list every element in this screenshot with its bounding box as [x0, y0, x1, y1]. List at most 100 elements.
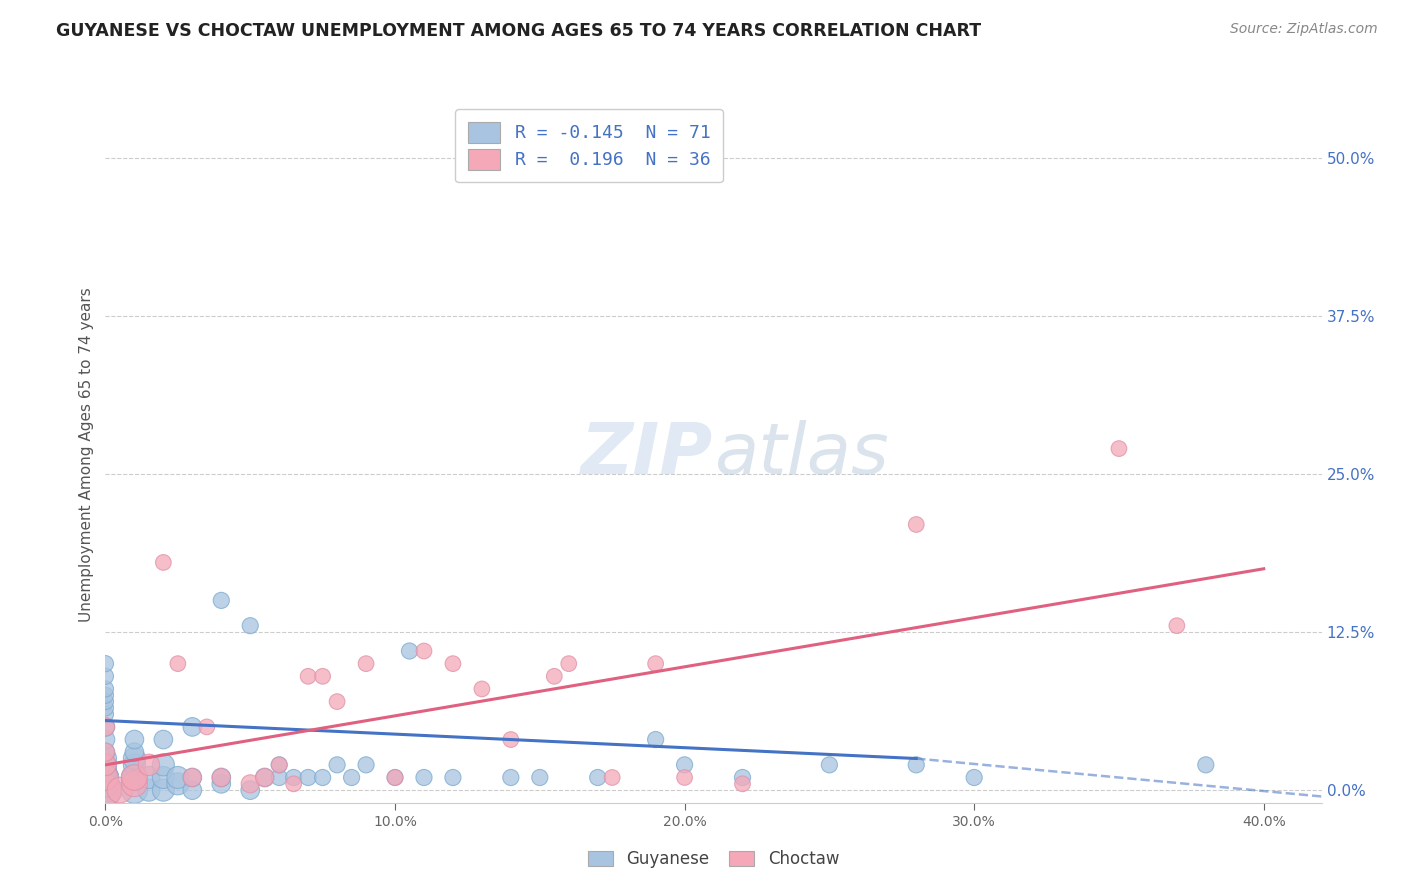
Point: [94, 783, 117, 797]
Point: [152, 556, 174, 570]
Point: [124, 745, 146, 759]
Point: [152, 783, 174, 797]
Point: [94, 657, 117, 671]
Point: [269, 757, 291, 772]
Point: [326, 695, 349, 709]
Point: [108, 783, 131, 797]
Point: [311, 771, 333, 785]
Point: [138, 783, 160, 797]
Point: [818, 757, 841, 772]
Point: [94, 707, 117, 722]
Point: [94, 669, 117, 683]
Point: [124, 771, 146, 785]
Point: [94, 783, 117, 797]
Point: [152, 757, 174, 772]
Point: [283, 777, 305, 791]
Y-axis label: Unemployment Among Ages 65 to 74 years: Unemployment Among Ages 65 to 74 years: [79, 287, 94, 623]
Point: [499, 771, 522, 785]
Point: [94, 732, 117, 747]
Point: [384, 771, 406, 785]
Point: [543, 669, 565, 683]
Point: [94, 701, 117, 715]
Point: [354, 757, 377, 772]
Point: [152, 732, 174, 747]
Point: [94, 783, 117, 797]
Point: [239, 618, 262, 632]
Text: GUYANESE VS CHOCTAW UNEMPLOYMENT AMONG AGES 65 TO 74 YEARS CORRELATION CHART: GUYANESE VS CHOCTAW UNEMPLOYMENT AMONG A…: [56, 22, 981, 40]
Point: [94, 757, 117, 772]
Point: [94, 771, 117, 785]
Point: [94, 764, 117, 779]
Point: [94, 783, 117, 797]
Point: [326, 757, 349, 772]
Point: [94, 720, 117, 734]
Legend: Guyanese, Choctaw: Guyanese, Choctaw: [581, 843, 846, 874]
Point: [209, 593, 232, 607]
Point: [166, 777, 188, 791]
Point: [94, 777, 117, 791]
Point: [124, 757, 146, 772]
Point: [558, 657, 581, 671]
Point: [529, 771, 551, 785]
Point: [586, 771, 609, 785]
Point: [94, 745, 117, 759]
Point: [138, 757, 160, 772]
Point: [239, 783, 262, 797]
Point: [94, 771, 117, 785]
Text: ZIP: ZIP: [581, 420, 713, 490]
Point: [124, 751, 146, 765]
Point: [644, 732, 666, 747]
Point: [905, 517, 928, 532]
Point: [124, 771, 146, 785]
Point: [269, 771, 291, 785]
Point: [94, 745, 117, 759]
Point: [239, 777, 262, 791]
Point: [166, 771, 188, 785]
Point: [181, 771, 204, 785]
Point: [152, 771, 174, 785]
Point: [297, 669, 319, 683]
Point: [1108, 442, 1130, 456]
Point: [253, 771, 276, 785]
Point: [181, 771, 204, 785]
Point: [354, 657, 377, 671]
Point: [413, 771, 436, 785]
Point: [311, 669, 333, 683]
Point: [94, 771, 117, 785]
Point: [94, 764, 117, 779]
Point: [124, 732, 146, 747]
Point: [1166, 618, 1188, 632]
Point: [94, 783, 117, 797]
Point: [413, 644, 436, 658]
Point: [94, 688, 117, 702]
Point: [166, 657, 188, 671]
Point: [297, 771, 319, 785]
Point: [209, 771, 232, 785]
Point: [905, 757, 928, 772]
Point: [124, 783, 146, 797]
Point: [94, 757, 117, 772]
Point: [471, 681, 494, 696]
Point: [94, 681, 117, 696]
Point: [94, 783, 117, 797]
Point: [253, 771, 276, 785]
Point: [340, 771, 363, 785]
Point: [644, 657, 666, 671]
Point: [269, 757, 291, 772]
Point: [600, 771, 623, 785]
Point: [94, 783, 117, 797]
Point: [94, 751, 117, 765]
Point: [195, 720, 218, 734]
Point: [963, 771, 986, 785]
Point: [384, 771, 406, 785]
Text: Source: ZipAtlas.com: Source: ZipAtlas.com: [1230, 22, 1378, 37]
Point: [673, 771, 696, 785]
Point: [283, 771, 305, 785]
Point: [731, 771, 754, 785]
Point: [209, 777, 232, 791]
Point: [94, 783, 117, 797]
Point: [181, 720, 204, 734]
Point: [673, 757, 696, 772]
Point: [441, 771, 464, 785]
Point: [94, 783, 117, 797]
